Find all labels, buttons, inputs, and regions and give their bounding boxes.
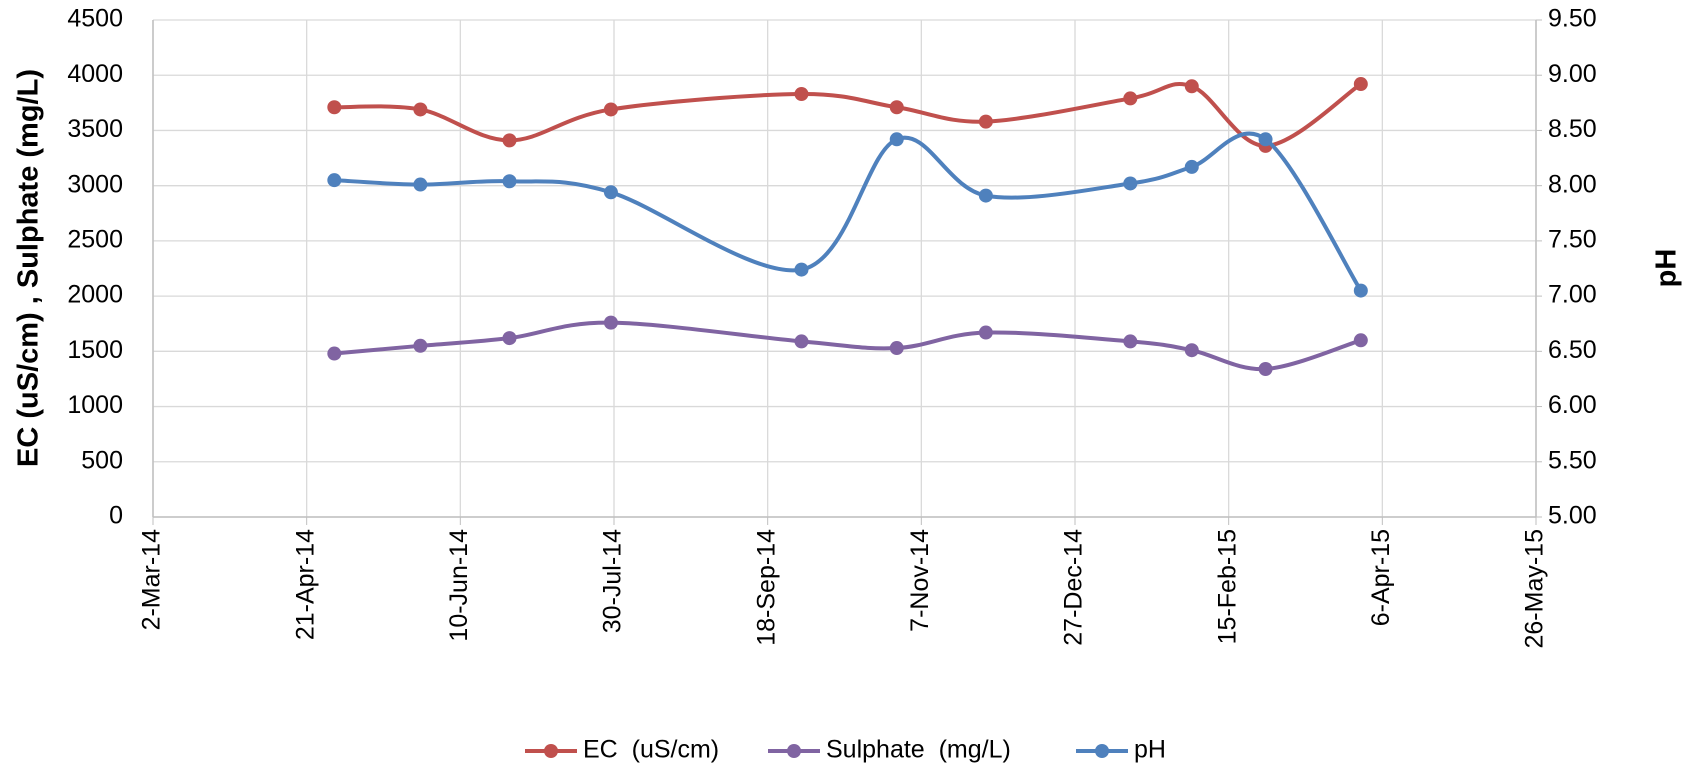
legend-marker bbox=[787, 744, 801, 758]
data-point bbox=[889, 132, 904, 147]
legend-marker bbox=[1095, 744, 1109, 758]
legend-label: Sulphate (mg/L) bbox=[826, 736, 1011, 764]
x-tick-label: 30-Jul-14 bbox=[599, 529, 627, 633]
data-point bbox=[794, 334, 809, 349]
data-point bbox=[327, 346, 342, 361]
series-line bbox=[334, 131, 1363, 292]
y-tick-label: 3000 bbox=[67, 170, 123, 198]
y-tick-label: 500 bbox=[81, 446, 123, 474]
data-point bbox=[978, 188, 993, 203]
data-point bbox=[603, 315, 618, 330]
legend-label: EC (uS/cm) bbox=[583, 736, 719, 764]
data-point bbox=[502, 174, 517, 189]
data-point bbox=[1258, 362, 1273, 377]
y2-tick-label: 7.00 bbox=[1548, 281, 1597, 309]
y-tick-label: 1500 bbox=[67, 336, 123, 364]
x-tick-label: 18-Sep-14 bbox=[752, 529, 780, 646]
data-point bbox=[794, 262, 809, 277]
data-point bbox=[1184, 159, 1199, 174]
data-point bbox=[413, 338, 428, 353]
data-point bbox=[502, 331, 517, 346]
x-tick-label: 27-Dec-14 bbox=[1060, 529, 1088, 646]
y-tick-label: 0 bbox=[109, 502, 123, 530]
data-point bbox=[1184, 79, 1199, 94]
data-point bbox=[1258, 132, 1273, 147]
data-point bbox=[1353, 283, 1368, 298]
data-point bbox=[794, 86, 809, 101]
data-point bbox=[1123, 176, 1138, 191]
data-point bbox=[889, 341, 904, 356]
y-tick-label: 1000 bbox=[67, 391, 123, 419]
y2-tick-label: 5.50 bbox=[1548, 446, 1597, 474]
data-point bbox=[1184, 343, 1199, 358]
y-tick-label: 2000 bbox=[67, 281, 123, 309]
y-tick-label: 4000 bbox=[67, 60, 123, 88]
y2-tick-label: 9.50 bbox=[1548, 5, 1597, 33]
y2-tick-label: 5.00 bbox=[1548, 502, 1597, 530]
legend-marker bbox=[544, 744, 558, 758]
series-line bbox=[334, 81, 1362, 148]
x-tick-label: 21-Apr-14 bbox=[291, 529, 319, 640]
y2-tick-label: 7.50 bbox=[1548, 225, 1597, 253]
data-point bbox=[327, 100, 342, 115]
x-tick-label: 7-Nov-14 bbox=[906, 529, 934, 632]
y2-tick-label: 8.50 bbox=[1548, 115, 1597, 143]
data-point bbox=[1123, 91, 1138, 106]
y2-tick-label: 9.00 bbox=[1548, 60, 1597, 88]
y-tick-label: 3500 bbox=[67, 115, 123, 143]
data-point bbox=[1123, 334, 1138, 349]
data-point bbox=[502, 133, 517, 148]
data-point bbox=[603, 102, 618, 117]
x-tick-label: 6-Apr-15 bbox=[1367, 529, 1395, 626]
legend-label: pH bbox=[1134, 736, 1166, 764]
y-axis-title: EC (uS/cm) , Sulphate (mg/L) bbox=[13, 69, 45, 467]
data-point bbox=[978, 114, 993, 129]
y-tick-label: 4500 bbox=[67, 5, 123, 33]
x-tick-label: 2-Mar-14 bbox=[138, 529, 166, 631]
data-point bbox=[1353, 77, 1368, 92]
data-point bbox=[603, 185, 618, 200]
x-tick-label: 26-May-15 bbox=[1521, 529, 1549, 649]
y-tick-label: 2500 bbox=[67, 225, 123, 253]
x-tick-label: 15-Feb-15 bbox=[1213, 529, 1241, 644]
data-point bbox=[978, 325, 993, 340]
data-point bbox=[1353, 333, 1368, 348]
data-point bbox=[327, 173, 342, 188]
y2-axis-title: pH bbox=[1651, 249, 1683, 288]
y2-tick-label: 6.00 bbox=[1548, 391, 1597, 419]
x-tick-label: 10-Jun-14 bbox=[445, 529, 473, 642]
y2-tick-label: 8.00 bbox=[1548, 170, 1597, 198]
series-line bbox=[334, 320, 1362, 372]
y2-tick-label: 6.50 bbox=[1548, 336, 1597, 364]
data-point bbox=[413, 102, 428, 117]
data-point bbox=[889, 100, 904, 115]
data-point bbox=[413, 177, 428, 192]
